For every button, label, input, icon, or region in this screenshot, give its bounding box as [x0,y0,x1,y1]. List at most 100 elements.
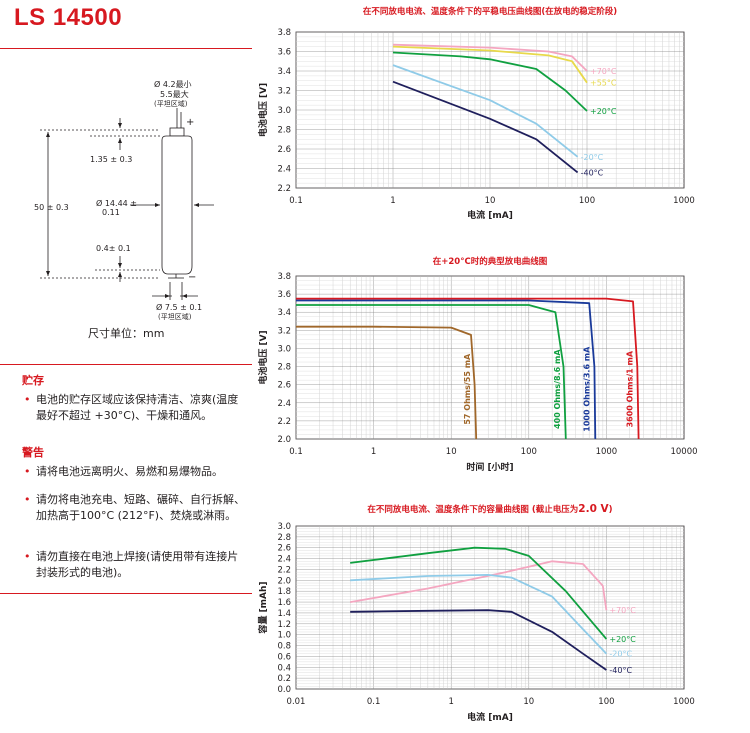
y-tick-label: 2.0 [277,576,291,586]
y-tick-label: 2.6 [277,544,291,554]
series-line [296,297,640,440]
storage-item: • 电池的贮存区域应该保持清洁、凉爽(温度最好不超过 +30°C)、干燥和通风。 [24,393,239,422]
minus-sign: − [188,272,197,283]
y-tick-label: 0.2 [277,674,291,684]
discharge-curve-chart: 2.0 2.2 2.4 2.6 2.8 3.0 3.2 3.4 3.6 3.8 0.1 1 10 100 1… [257,256,698,473]
y-tick-label: 3.0 [277,522,291,532]
x-tick-label: 1 [448,697,453,707]
y-tick-label: 3.2 [277,87,291,97]
bottom-flat-label: (平坦区域) [158,313,192,321]
capacity-vs-current-chart: 0.00.20.40.60.81.01.21.41.61.82.02.22.42… [257,503,695,723]
series-line [392,64,579,158]
y-tick-label: 2.4 [277,399,291,409]
bottom-diameter-dim: Ø 7.5 ± 0.1 [156,303,203,312]
storage-heading: 贮存 [22,374,44,387]
series-line [350,560,608,611]
plus-sign: + [186,117,195,128]
chart-title: 在+20°C时的典型放电曲线图 [433,256,547,267]
y-tick-label: 3.0 [277,344,291,354]
series-label: +55°C [590,79,617,88]
bottom-divider [0,593,252,594]
warning-item: • 请勿直接在电池上焊接(请使用带有连接片封装形式的电池)。 [24,550,239,579]
series-line [392,51,588,112]
positive-terminal [169,127,185,137]
y-tick-label: 2.0 [277,435,291,445]
x-tick-label: 100 [598,697,614,707]
y-tick-label: 3.2 [277,326,291,336]
y-axis-label: 容量 [mAh] [257,581,269,634]
y-tick-label: 3.4 [277,67,291,77]
warning-heading: 警告 [22,446,44,459]
series-line [296,304,567,440]
bullet-icon: • [24,493,31,506]
top-diameter-max: 5.5最大 [160,90,189,99]
series-line [296,325,478,440]
y-tick-label: 2.8 [277,126,291,136]
x-tick-label: 0.01 [287,697,306,707]
y-tick-label: 3.4 [277,308,291,318]
y-tick-label: 2.6 [277,145,291,155]
chart-title: 在不同放电电流、温度条件下的容量曲线图 (截止电压为2.0 V) [367,503,612,515]
x-tick-label: 1 [390,196,395,206]
y-tick-label: 0.6 [277,652,291,662]
battery-drawing [40,108,214,300]
bullet-icon: • [24,550,31,563]
y-tick-label: 3.8 [277,272,291,282]
series-label: 1000 Ohms/3.6 mA [582,346,591,432]
series-label: -40°C [609,666,632,675]
y-tick-label: 3.6 [277,290,291,300]
chart-title: 在不同放电电流、温度条件下的平稳电压曲线图(在放电的稳定阶段) [363,6,617,17]
x-tick-label: 1 [371,447,376,457]
series-label: -20°C [581,153,604,162]
y-axis-label: 电池电压 [V] [257,83,269,137]
x-tick-label: 10 [523,697,534,707]
series-line [392,45,588,84]
bottom-height-dim: 0.4± 0.1 [96,244,131,253]
x-tick-label: 100 [521,447,537,457]
series-line [350,609,607,671]
y-tick-label: 1.2 [277,620,291,630]
x-tick-label: 10 [485,196,496,206]
top-height-dim: 1.35 ± 0.3 [90,155,133,164]
y-tick-label: 2.6 [277,381,291,391]
y-tick-label: 2.2 [277,565,291,575]
grid [295,31,684,189]
dimension-unit: 尺寸单位：mm [88,327,165,340]
x-axis-label: 时间 [小时] [466,461,513,473]
y-tick-label: 3.8 [277,28,291,38]
x-tick-label: 0.1 [289,196,303,206]
page-title: LS 14500 [14,4,123,31]
y-tick-label: 2.2 [277,417,291,427]
y-tick-label: 2.2 [277,184,291,194]
y-tick-label: 3.0 [277,106,291,116]
x-tick-label: 100 [579,196,595,206]
warning-item: • 请将电池远离明火、易燃和易爆物品。 [24,465,223,478]
x-axis-label: 电流 [mA] [467,711,513,723]
body-diameter-dim: Ø 14.44 ± [96,199,137,208]
x-tick-label: 0.1 [289,447,303,457]
x-tick-label: 1000 [596,447,618,457]
series-label: 57 Ohms/55 mA [463,353,472,425]
x-tick-label: 1000 [673,697,695,707]
series-line [392,80,579,174]
y-tick-label: 2.4 [277,555,291,565]
top-flat-label: (平坦区域) [154,100,188,108]
storage-divider [0,364,252,365]
series-label: +20°C [609,635,636,644]
body-diameter-tol: 0.11 [102,208,120,217]
title-divider [0,48,252,49]
y-tick-label: 1.4 [277,609,291,619]
series-line [296,299,597,440]
voltage-vs-current-chart: 2.2 2.4 2.6 2.8 3.0 3.2 3.4 3.6 3.8 0.1 1 10 100 1000… [257,6,695,221]
x-tick-label: 10 [446,447,457,457]
y-axis-label: 电池电压 [V] [257,330,269,384]
series-label: 3600 Ohms/1 mA [626,350,635,427]
y-tick-label: 2.4 [277,165,291,175]
series-label: +20°C [590,107,617,116]
series-line [350,574,608,655]
series-line [392,43,588,72]
y-tick-label: 1.6 [277,598,291,608]
top-diameter-min: Ø 4.2最小 [154,80,192,89]
length-dim: 50 ± 0.3 [34,203,69,212]
y-tick-label: 1.0 [277,631,291,641]
